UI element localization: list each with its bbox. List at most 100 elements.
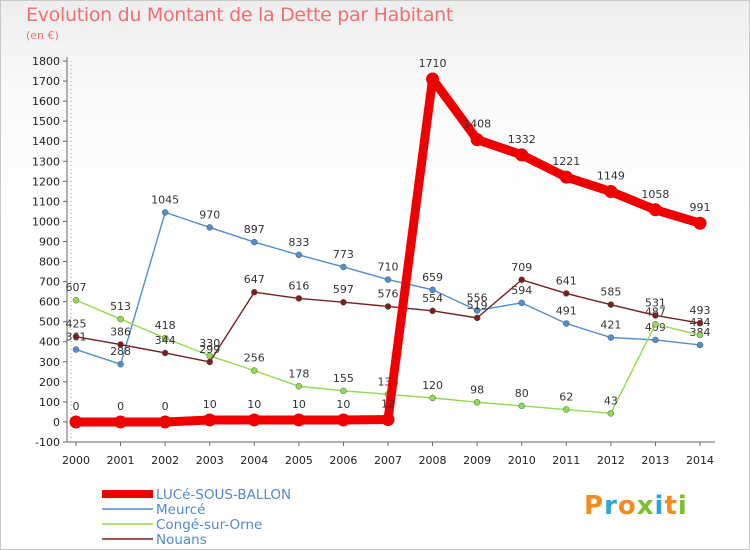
y-tick-label: 600 xyxy=(39,296,60,309)
y-tick-label: 1200 xyxy=(32,175,60,188)
x-tick-label: 2007 xyxy=(374,454,402,467)
data-point xyxy=(470,133,484,147)
legend-label-2: Congé-sur-Orne xyxy=(156,517,262,533)
data-point xyxy=(429,394,436,402)
y-tick-label: 1300 xyxy=(32,155,60,168)
data-label: 155 xyxy=(333,372,354,385)
y-tick-label: 1800 xyxy=(32,55,60,68)
data-label: 1149 xyxy=(597,170,625,183)
data-label: 1058 xyxy=(641,188,669,201)
x-tick-label: 2004 xyxy=(240,454,268,467)
logo-letter: t xyxy=(664,491,678,521)
data-label: 178 xyxy=(288,367,309,380)
x-tick-label: 2001 xyxy=(107,454,135,467)
data-point xyxy=(473,399,481,406)
data-point xyxy=(381,413,395,427)
legend-label-0: LUCé-SOUS-BALLON xyxy=(156,487,291,503)
y-tick-label: 100 xyxy=(39,396,60,409)
logo-letter: i xyxy=(677,491,688,521)
data-point xyxy=(652,312,659,319)
data-label: 519 xyxy=(467,299,488,312)
data-label: 62 xyxy=(559,391,573,404)
data-point xyxy=(429,307,436,315)
data-label: 330 xyxy=(199,337,220,350)
data-label: 594 xyxy=(511,284,532,297)
data-point xyxy=(473,314,481,322)
data-label: 1045 xyxy=(151,193,179,206)
logo-letter: r xyxy=(604,491,618,521)
data-label: 616 xyxy=(288,279,309,292)
data-label: 425 xyxy=(66,318,87,331)
y-tick-label: 700 xyxy=(39,276,60,289)
data-label: 418 xyxy=(155,319,176,332)
y-tick-label: 200 xyxy=(39,376,60,389)
legend-label-1: Meurcé xyxy=(156,502,206,518)
data-label: 10 xyxy=(247,398,261,411)
data-label: 970 xyxy=(199,208,220,221)
data-point xyxy=(206,224,213,231)
data-point xyxy=(114,415,128,429)
y-tick-label: 0 xyxy=(53,416,60,429)
data-label: 556 xyxy=(467,291,488,304)
data-point xyxy=(206,358,213,366)
data-point xyxy=(292,413,306,427)
data-point xyxy=(251,238,258,246)
data-point xyxy=(340,298,347,306)
data-label: 531 xyxy=(645,296,666,309)
data-point xyxy=(340,387,347,395)
data-label: 597 xyxy=(333,283,354,296)
data-label: 585 xyxy=(600,286,621,299)
y-tick-label: 1500 xyxy=(32,115,60,128)
data-label: 120 xyxy=(422,379,443,392)
data-label: 647 xyxy=(244,273,265,286)
data-point xyxy=(696,341,704,349)
y-tick-label: 300 xyxy=(39,356,60,369)
data-label: 98 xyxy=(470,383,484,396)
logo-letter: x xyxy=(636,491,655,521)
data-point xyxy=(563,406,570,413)
y-tick-label: 1100 xyxy=(32,195,60,208)
data-point xyxy=(72,333,80,340)
data-label: 513 xyxy=(110,300,131,313)
data-point xyxy=(161,334,169,342)
y-tick-label: 400 xyxy=(39,336,60,349)
data-label: 0 xyxy=(117,400,124,413)
data-label: 1408 xyxy=(463,118,491,131)
data-label: 991 xyxy=(690,201,711,214)
data-point xyxy=(161,349,169,357)
data-point xyxy=(604,185,618,199)
data-point xyxy=(251,367,258,374)
data-label: 833 xyxy=(288,236,309,249)
data-point xyxy=(295,251,303,259)
data-point xyxy=(563,290,570,297)
x-tick-label: 2012 xyxy=(597,454,625,467)
data-point xyxy=(336,413,350,427)
data-label: 421 xyxy=(600,319,621,332)
x-tick-label: 2008 xyxy=(419,454,447,467)
data-point xyxy=(696,331,704,339)
data-point xyxy=(203,413,217,427)
data-label: 10 xyxy=(336,398,350,411)
data-point xyxy=(518,276,525,284)
data-label: 897 xyxy=(244,223,265,236)
x-tick-label: 2000 xyxy=(62,454,90,467)
series-line-0 xyxy=(71,74,705,427)
data-label: 607 xyxy=(66,281,87,294)
data-label: 0 xyxy=(73,400,80,413)
data-label: 10 xyxy=(292,398,306,411)
data-point xyxy=(696,319,704,327)
logo-letter: P xyxy=(584,491,605,521)
y-tick-label: -100 xyxy=(35,436,60,449)
data-label: 659 xyxy=(422,271,443,284)
data-label: 709 xyxy=(511,261,532,274)
data-label: 256 xyxy=(244,352,265,365)
data-point xyxy=(117,315,124,323)
y-tick-label: 1700 xyxy=(32,75,60,88)
y-tick-label: 1600 xyxy=(32,95,60,108)
data-point xyxy=(518,299,525,307)
data-point xyxy=(607,301,615,308)
x-tick-label: 2006 xyxy=(329,454,357,467)
data-label: 386 xyxy=(110,326,131,339)
